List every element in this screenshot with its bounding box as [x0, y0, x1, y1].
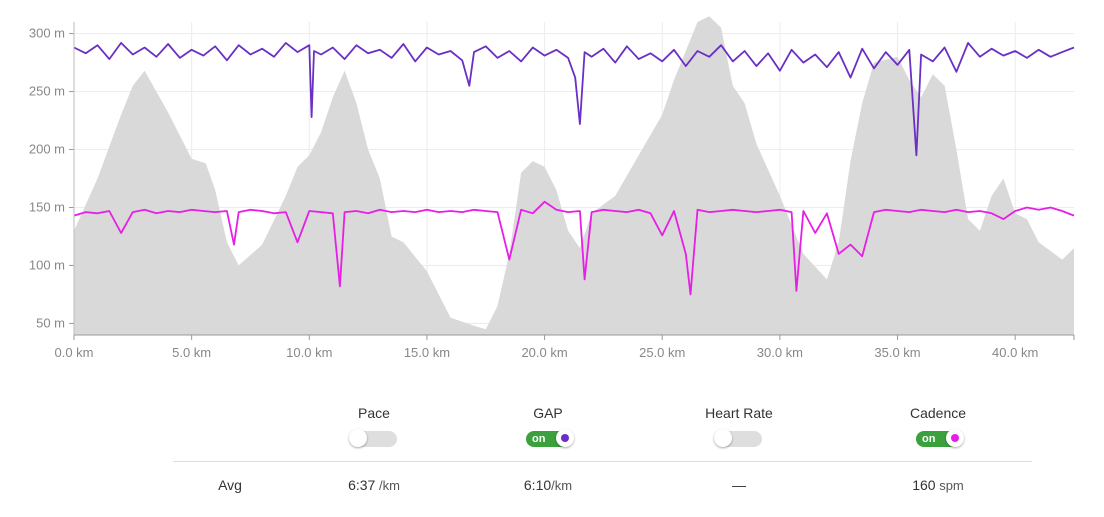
heart-rate-label: Heart Rate	[705, 405, 773, 421]
toggle-knob	[946, 429, 964, 447]
y-tick-label: 150 m	[29, 199, 65, 214]
avg-heart-rate: —	[669, 477, 809, 493]
pace-toggle[interactable]	[349, 429, 397, 447]
x-tick-label: 35.0 km	[874, 345, 920, 360]
toggle-knob	[714, 429, 732, 447]
cadence-toggle-on-text: on	[922, 433, 936, 445]
y-tick-label: 300 m	[29, 26, 65, 41]
heart-rate-toggle[interactable]	[714, 429, 762, 447]
y-tick-label: 50 m	[36, 315, 65, 330]
stats-divider	[173, 461, 1032, 462]
gap-toggle[interactable]: on	[526, 429, 574, 447]
x-tick-label: 40.0 km	[992, 345, 1038, 360]
avg-gap: 6:10/km	[478, 477, 618, 493]
avg-cadence-value: 160	[912, 477, 936, 493]
avg-pace: 6:37 /km	[304, 477, 444, 493]
toggle-knob	[349, 429, 367, 447]
cadence-series-line	[73, 200, 1075, 296]
avg-pace-unit: /km	[375, 478, 400, 493]
gap-series-line	[73, 42, 1075, 157]
x-tick-label: 10.0 km	[286, 345, 332, 360]
avg-cadence: 160 spm	[868, 477, 1008, 493]
avg-cadence-unit: spm	[935, 478, 964, 493]
cadence-toggle[interactable]: on	[916, 429, 964, 447]
cadence-label: Cadence	[909, 405, 967, 421]
avg-gap-unit: /km	[551, 478, 573, 493]
x-tick-label: 15.0 km	[404, 345, 450, 360]
y-tick-label: 200 m	[29, 142, 65, 157]
activity-chart: 50 m 100 m 150 m 200 m 250 m 300 m 0.0 km 5.0 k…	[29, 16, 1075, 360]
x-tick-label: 30.0 km	[757, 345, 803, 360]
avg-pace-value: 6:37	[348, 477, 376, 493]
toggle-knob	[556, 429, 574, 447]
cadence-color-dot	[951, 434, 959, 442]
y-tick-label: 100 m	[29, 257, 65, 272]
x-tick-label: 25.0 km	[639, 345, 685, 360]
gap-toggle-on-text: on	[532, 433, 546, 445]
x-tick-label: 5.0 km	[172, 345, 211, 360]
x-tick-label: 0.0 km	[54, 345, 93, 360]
axes: 50 m 100 m 150 m 200 m 250 m 300 m 0.0 km 5.0 k…	[29, 22, 1075, 360]
gap-label: GAP	[533, 405, 563, 421]
avg-label: Avg	[218, 477, 242, 493]
x-tick-label: 20.0 km	[521, 345, 567, 360]
avg-gap-value: 6:10	[523, 477, 552, 493]
pace-label: Pace	[358, 405, 390, 421]
avg-heart-rate-value: —	[732, 477, 746, 493]
gap-color-dot	[561, 434, 569, 442]
y-tick-label: 250 m	[29, 84, 65, 99]
elevation-area	[74, 16, 1074, 335]
